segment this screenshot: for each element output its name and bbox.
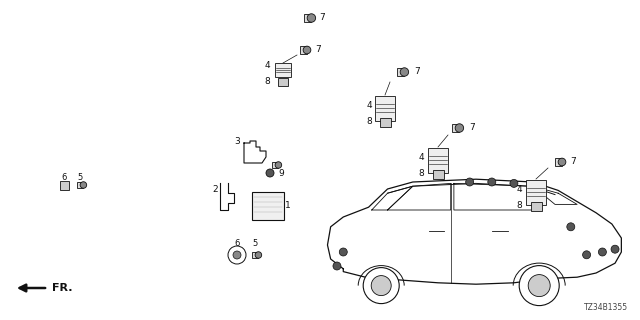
Circle shape xyxy=(339,248,348,256)
Bar xyxy=(273,162,278,168)
Circle shape xyxy=(371,276,391,296)
Circle shape xyxy=(275,162,282,168)
Bar xyxy=(428,148,448,172)
Text: 4: 4 xyxy=(264,60,270,69)
Bar xyxy=(77,181,83,188)
Circle shape xyxy=(558,158,566,166)
Text: 9: 9 xyxy=(278,169,284,178)
Text: 8: 8 xyxy=(516,202,522,211)
Bar xyxy=(531,202,541,211)
Bar xyxy=(278,78,288,86)
Circle shape xyxy=(266,169,274,177)
Bar xyxy=(275,63,291,77)
Bar xyxy=(252,252,259,258)
Circle shape xyxy=(228,246,246,264)
Bar xyxy=(526,180,546,204)
Bar xyxy=(555,158,562,166)
Circle shape xyxy=(333,262,341,270)
Bar xyxy=(397,68,404,76)
Text: 4: 4 xyxy=(516,186,522,195)
Circle shape xyxy=(255,252,262,258)
Text: 4: 4 xyxy=(419,154,424,163)
Circle shape xyxy=(364,268,399,304)
Text: 7: 7 xyxy=(319,13,324,22)
Circle shape xyxy=(528,275,550,297)
Text: TZ34B1355: TZ34B1355 xyxy=(584,303,628,312)
Circle shape xyxy=(567,223,575,231)
Circle shape xyxy=(455,124,463,132)
Text: 8: 8 xyxy=(366,117,372,126)
Bar xyxy=(452,124,460,132)
Text: 3: 3 xyxy=(234,138,240,147)
Text: 4: 4 xyxy=(366,100,372,109)
Circle shape xyxy=(400,68,408,76)
Bar xyxy=(375,95,395,121)
Text: 7: 7 xyxy=(315,45,321,54)
Circle shape xyxy=(233,251,241,259)
Bar xyxy=(380,117,390,126)
Bar xyxy=(433,170,444,179)
Circle shape xyxy=(510,180,518,188)
Text: 1: 1 xyxy=(285,202,291,211)
Bar xyxy=(300,46,307,54)
Text: 6: 6 xyxy=(234,239,240,249)
Text: 7: 7 xyxy=(414,68,420,76)
Bar xyxy=(304,13,312,22)
Text: 8: 8 xyxy=(419,170,424,179)
Circle shape xyxy=(519,266,559,306)
Bar xyxy=(252,192,284,220)
Text: 5: 5 xyxy=(77,173,83,182)
Text: 7: 7 xyxy=(570,157,576,166)
Bar xyxy=(60,180,68,189)
Circle shape xyxy=(598,248,607,256)
Circle shape xyxy=(303,46,311,54)
Text: 5: 5 xyxy=(252,239,258,249)
Text: 6: 6 xyxy=(61,173,67,182)
Circle shape xyxy=(582,251,591,259)
Circle shape xyxy=(488,178,496,186)
Text: 8: 8 xyxy=(264,77,270,86)
Circle shape xyxy=(307,14,316,22)
Circle shape xyxy=(611,245,619,253)
Circle shape xyxy=(80,182,86,188)
Circle shape xyxy=(466,178,474,186)
Text: 2: 2 xyxy=(212,186,218,195)
Text: 7: 7 xyxy=(469,124,475,132)
Text: FR.: FR. xyxy=(52,283,72,293)
